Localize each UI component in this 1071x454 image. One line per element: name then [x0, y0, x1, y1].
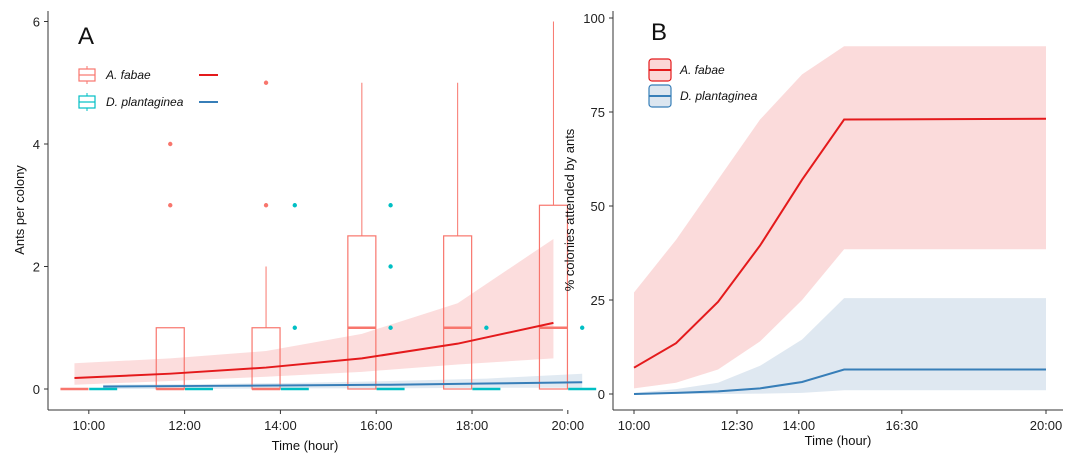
panel-b-x-tick-label: 20:00 — [1030, 418, 1063, 433]
panel-a-box-fabae-2-outlier-0 — [168, 203, 173, 208]
panel-b-legend-label-plantaginea: D. plantaginea — [680, 89, 758, 103]
panel-a-box-fabae-4-outlier-1 — [263, 80, 269, 85]
panel-b-y-tick-label: 0 — [598, 387, 605, 402]
panel-b-y-axis-title: % colonies attended by ants — [562, 128, 577, 291]
panel-a-box-plantaginea-9-outlier-0 — [484, 325, 489, 330]
panel-a-x-tick-label: 14:00 — [264, 418, 297, 433]
panel-a-box-plantaginea-11-outlier-0 — [579, 325, 585, 330]
panel-b-x-tick-label: 14:00 — [783, 418, 816, 433]
panel-a-x-axis-title: Time (hour) — [272, 438, 339, 453]
panel-a-box-fabae-6-body — [347, 235, 377, 390]
panel-a-box-plantaginea-5-outlier-0 — [292, 325, 297, 330]
panel-a-fit-line-plantaginea — [103, 381, 583, 388]
panel-a-legend-label-plantaginea: D. plantaginea — [106, 95, 184, 109]
panel-a-y-tick-label: 0 — [33, 382, 40, 397]
panel-b-x-tick-label: 10:00 — [618, 418, 651, 433]
panel-a-y-tick-label: 4 — [33, 137, 40, 152]
panel-b-y-tick-label: 75 — [591, 105, 605, 120]
panel-a-fit-line-fabae — [74, 321, 554, 379]
panel-a-x-tick-label: 20:00 — [552, 418, 585, 433]
panel-b-x-tick-label: 16:30 — [886, 418, 919, 433]
panel-b-x-axis-title: Time (hour) — [805, 433, 872, 448]
panel-a-x-tick-label: 10:00 — [73, 418, 106, 433]
panel-a-y-tick-label: 2 — [33, 260, 40, 275]
panel-a-box-plantaginea-7-outlier-2 — [388, 203, 393, 208]
panel-a-x-tick-label: 16:00 — [360, 418, 393, 433]
panel-a-box-fabae-4-outlier-0 — [263, 203, 269, 208]
panel-b-x-tick-label: 12:30 — [721, 418, 754, 433]
panel-a-box-plantaginea-5-outlier-1 — [292, 203, 297, 208]
panel-a-x-tick-label: 12:00 — [168, 418, 201, 433]
panel-a-x-tick-label: 18:00 — [456, 418, 489, 433]
panel-b-y-tick-label: 50 — [591, 199, 605, 214]
panel-b-line-fabae — [633, 117, 1047, 369]
panel-a-box-fabae-10-body — [538, 204, 569, 390]
panel-a-y-axis-title: Ants per colony — [12, 165, 27, 255]
panel-a-box-plantaginea-7-outlier-0 — [388, 325, 393, 330]
panel-b-line-plantaginea — [633, 368, 1046, 395]
panel-b-legend-label-fabae: A. fabae — [679, 63, 725, 77]
panel-a-letter: A — [78, 23, 94, 50]
panel-a-box-plantaginea-7-outlier-1 — [388, 264, 393, 269]
panel-a-y-tick-label: 6 — [33, 15, 40, 30]
panel-a-legend-label-fabae: A. fabae — [105, 68, 151, 82]
panel-a-box-fabae-8-body — [443, 235, 473, 390]
panel-a-box-fabae-2-outlier-1 — [168, 141, 173, 147]
panel-b-letter: B — [651, 19, 667, 46]
panel-b-y-tick-label: 25 — [591, 293, 605, 308]
panel-b-y-tick-label: 100 — [583, 11, 605, 26]
panel-b-ribbon-fabae — [634, 46, 1046, 389]
